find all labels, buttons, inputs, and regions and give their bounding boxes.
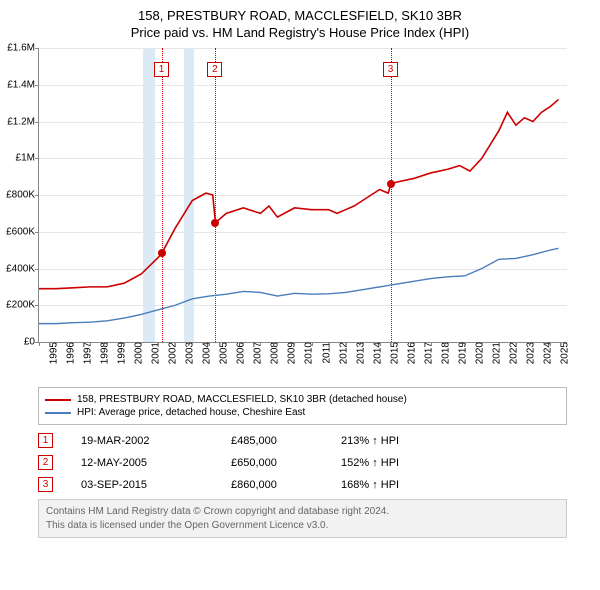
- sale-price-2: £650,000: [231, 457, 341, 469]
- x-axis-label: 2025: [529, 342, 570, 364]
- series-hpi: [39, 248, 558, 323]
- legend-box: 158, PRESTBURY ROAD, MACCLESFIELD, SK10 …: [38, 387, 567, 425]
- y-axis-label: £800K: [6, 190, 39, 201]
- sale-date-2: 12-MAY-2005: [81, 457, 231, 469]
- sale-price-1: £485,000: [231, 435, 341, 447]
- sale-hpi-3: 168% ↑ HPI: [341, 479, 567, 491]
- sales-table: 1 19-MAR-2002 £485,000 213% ↑ HPI 2 12-M…: [38, 433, 567, 492]
- attribution-line-2: This data is licensed under the Open Gov…: [46, 519, 559, 533]
- sale-row-3: 3 03-SEP-2015 £860,000 168% ↑ HPI: [38, 477, 567, 492]
- sale-point-dot: [387, 180, 395, 188]
- sale-row-2: 2 12-MAY-2005 £650,000 152% ↑ HPI: [38, 455, 567, 470]
- y-axis-label: £600K: [6, 226, 39, 237]
- legend-swatch-price: [45, 399, 71, 401]
- sale-point-dot: [211, 219, 219, 227]
- legend-swatch-hpi: [45, 412, 71, 414]
- series-price_paid: [39, 99, 558, 288]
- title-line-1: 158, PRESTBURY ROAD, MACCLESFIELD, SK10 …: [0, 8, 600, 23]
- sale-price-3: £860,000: [231, 479, 341, 491]
- sale-point-dot: [158, 249, 166, 257]
- y-axis-label: £200K: [6, 300, 39, 311]
- sale-hpi-2: 152% ↑ HPI: [341, 457, 567, 469]
- attribution-line-1: Contains HM Land Registry data © Crown c…: [46, 505, 559, 519]
- y-axis-label: £1M: [16, 153, 39, 164]
- y-axis-label: £1.4M: [7, 79, 39, 90]
- sale-marker-1: 1: [38, 433, 53, 448]
- legend-label-hpi: HPI: Average price, detached house, Ches…: [77, 407, 305, 418]
- legend-row-hpi: HPI: Average price, detached house, Ches…: [45, 407, 560, 418]
- y-axis-label: £400K: [6, 263, 39, 274]
- sale-hpi-1: 213% ↑ HPI: [341, 435, 567, 447]
- legend-row-price: 158, PRESTBURY ROAD, MACCLESFIELD, SK10 …: [45, 394, 560, 405]
- legend-label-price: 158, PRESTBURY ROAD, MACCLESFIELD, SK10 …: [77, 394, 407, 405]
- sale-date-1: 19-MAR-2002: [81, 435, 231, 447]
- chart-title-block: 158, PRESTBURY ROAD, MACCLESFIELD, SK10 …: [0, 0, 600, 40]
- y-axis-label: £1.2M: [7, 116, 39, 127]
- chart-plot-area: £0£200K£400K£600K£800K£1M£1.2M£1.4M£1.6M…: [38, 48, 567, 343]
- attribution-box: Contains HM Land Registry data © Crown c…: [38, 499, 567, 538]
- sale-row-1: 1 19-MAR-2002 £485,000 213% ↑ HPI: [38, 433, 567, 448]
- sale-marker-3: 3: [38, 477, 53, 492]
- title-line-2: Price paid vs. HM Land Registry's House …: [0, 25, 600, 40]
- y-axis-label: £1.6M: [7, 43, 39, 54]
- sale-date-3: 03-SEP-2015: [81, 479, 231, 491]
- sale-marker-2: 2: [38, 455, 53, 470]
